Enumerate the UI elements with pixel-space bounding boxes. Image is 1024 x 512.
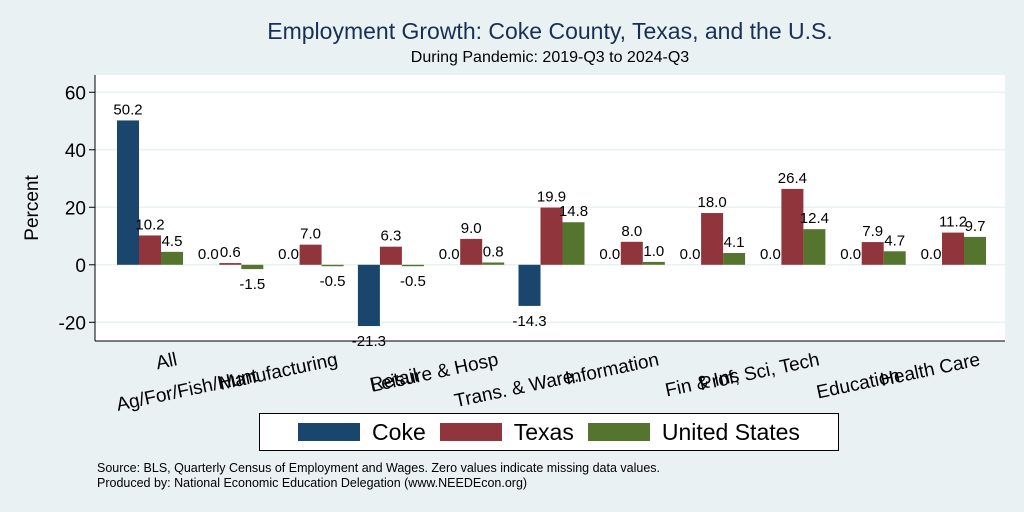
y-tick-label: -20 [59,313,86,334]
bar-us [482,262,505,265]
legend-swatch-us [587,423,650,441]
data-label-coke: 0.0 [760,246,781,263]
data-label-texas: 8.0 [621,223,642,240]
bar-texas [861,242,884,265]
legend-label-us: United States [661,418,800,445]
bars [117,120,986,327]
data-label-us: 1.0 [643,243,664,260]
legend: Coke Texas United States [259,413,839,451]
chart-title: Employment Growth: Coke County, Texas, a… [267,18,833,44]
data-label-texas: 7.0 [300,226,321,243]
data-label-us: -0.5 [400,273,426,290]
legend-label-texas: Texas [513,418,574,445]
x-tick-label: Prof, Sci, Tech [698,349,822,395]
data-label-coke: 0.0 [680,246,701,263]
data-label-us: 0.8 [483,243,504,260]
bar-texas [781,188,804,265]
data-label-texas: 6.3 [380,228,401,245]
bar-us [883,251,906,265]
data-label-coke: 0.0 [278,246,299,263]
data-label-us: 12.4 [800,210,829,227]
y-tick-label: 60 [65,83,86,104]
data-label-us: 4.5 [162,233,183,250]
y-tick-label: 40 [65,141,86,162]
data-label-us: 9.7 [965,218,986,235]
bar-texas [701,213,724,265]
bar-us [803,229,826,265]
x-tick-label: All [154,349,179,374]
legend-item-texas: Texas [439,418,574,446]
data-label-coke: 0.0 [599,246,620,263]
x-tick-label: Health Care [878,349,982,391]
bar-us [642,261,665,265]
data-label-coke: 0.0 [921,246,942,263]
bar-texas [540,207,563,265]
data-label-coke: -14.3 [512,313,546,330]
bar-us [401,264,424,267]
data-label-texas: 10.2 [135,216,164,233]
produced-by-note: Produced by: National Economic Education… [97,476,528,490]
bar-us [723,253,746,265]
data-label-coke: 0.0 [439,246,460,263]
bar-texas [620,241,643,265]
bar-texas [219,263,242,265]
bar-texas [460,238,483,265]
y-ticks: -20 0 20 40 60 [59,83,95,334]
data-label-texas: 18.0 [697,194,726,211]
data-label-us: 14.8 [559,203,588,220]
bar-us [321,264,344,267]
y-tick-label: 0 [75,256,86,277]
legend-swatch-coke [298,423,361,441]
bar-texas [379,246,402,265]
bar-us [964,236,986,265]
data-label-us: 4.7 [884,232,905,249]
bar-coke [357,264,380,327]
legend-item-us: United States [587,418,800,446]
data-label-coke: 50.2 [113,101,142,118]
bar-texas [139,235,161,265]
bar-coke [518,264,541,306]
y-axis-label: Percent [22,175,43,241]
bar-coke [117,120,139,265]
legend-label-coke: Coke [372,418,426,445]
legend-item-coke: Coke [298,419,426,446]
bar-texas [299,244,322,265]
bar-labels: 50.210.24.50.0 0.6-1.50.07.0-0.5-21.36.3-… [113,101,985,350]
chart-subtitle: During Pandemic: 2019-Q3 to 2024-Q3 [410,49,690,66]
data-label-texas: 7.9 [862,223,883,240]
axes [94,75,1005,342]
bar-us [562,222,585,265]
data-label-coke: 0.0 [840,246,861,263]
data-label-coke: 0.0 [198,246,219,263]
data-label-coke: -21.3 [352,333,386,350]
data-label-texas: 11.2 [939,214,967,231]
data-label-us: -0.5 [320,273,346,290]
data-label-texas: 19.9 [537,189,566,206]
data-label-texas: 9.0 [461,220,482,237]
x-tick-label: Information [564,349,661,389]
data-label-texas: 26.4 [778,170,807,187]
legend-swatch-texas [439,423,502,441]
y-tick-label: 20 [65,198,86,219]
data-label-us: -1.5 [239,276,265,293]
bar-texas [942,232,964,265]
bar-us [161,251,183,265]
data-label-texas: 0.6 [220,244,241,261]
x-tick-label: Manufacturing [217,349,339,395]
source-note: Source: BLS, Quarterly Census of Employm… [97,461,661,475]
bar-us [241,264,264,270]
data-label-us: 4.1 [724,234,745,251]
